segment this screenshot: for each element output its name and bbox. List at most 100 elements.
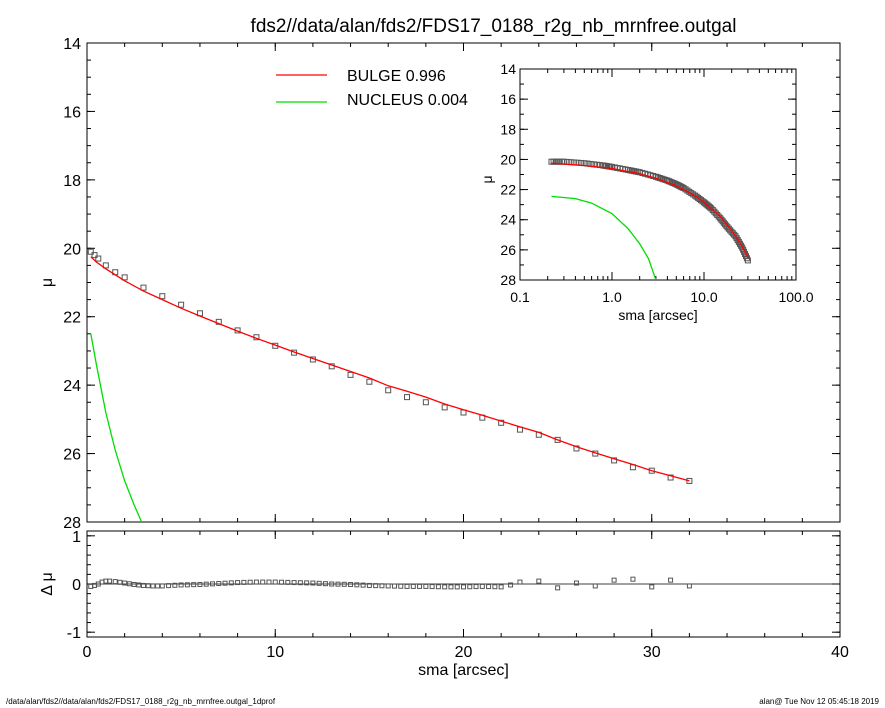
residual-y-tick-label: 1 [72, 529, 81, 546]
residual-point [536, 578, 542, 584]
residual-point [222, 580, 228, 586]
residual-y-axis-label: Δ μ [39, 572, 56, 595]
main-data-point [178, 301, 185, 308]
residual-y-tick-label: 0 [72, 577, 81, 594]
inset-y-axis-label: μ [479, 175, 495, 183]
residual-point [398, 583, 404, 589]
residual-point [592, 583, 598, 589]
x-tick-label: 20 [455, 644, 473, 661]
residual-point [184, 582, 190, 588]
residual-point [297, 580, 303, 586]
residual-point [335, 581, 341, 587]
residual-point [136, 582, 142, 588]
main-y-axis-label: μ [39, 278, 56, 287]
residual-point [266, 579, 272, 585]
residual-point [107, 578, 113, 584]
residual-point [435, 584, 441, 590]
residual-point [155, 583, 161, 589]
main-y-tick-label: 28 [63, 515, 81, 532]
main-y-tick-label: 24 [63, 378, 81, 395]
residual-point [429, 584, 435, 590]
residual-point [117, 579, 123, 585]
main-data-point [611, 457, 618, 464]
residual-point [291, 580, 297, 586]
residual-point [210, 581, 215, 587]
residual-point [467, 584, 473, 590]
residual-point [454, 584, 460, 590]
inset-data-point [658, 175, 665, 182]
inset-y-tick-label: 14 [500, 61, 516, 77]
residual-point [492, 584, 498, 590]
main-data-point [95, 255, 102, 262]
inset-nucleus-line [551, 195, 657, 280]
residual-point [379, 583, 385, 589]
residual-point [122, 580, 128, 586]
residual-point [131, 581, 137, 587]
main-data-point [498, 419, 505, 426]
residual-point [197, 581, 203, 587]
inset-y-tick-label: 16 [500, 91, 516, 107]
residual-point [310, 580, 316, 586]
x-tick-label: 10 [266, 644, 284, 661]
residual-point [348, 581, 354, 587]
inset-x-tick-label: 0.1 [510, 289, 530, 305]
residual-point [385, 583, 391, 589]
inset-x-axis-label: sma [arcsec] [618, 307, 697, 323]
inset-bulge-line [551, 162, 749, 258]
main-data-point [102, 262, 109, 269]
residual-point [461, 584, 466, 590]
residual-point [272, 579, 278, 585]
residual-point [448, 584, 454, 590]
residual-point [417, 583, 423, 589]
residual-point [479, 583, 485, 589]
main-data-point [91, 252, 98, 259]
residual-point [172, 582, 178, 588]
residual-point [668, 577, 674, 583]
residual-point [404, 583, 410, 589]
residual-point [322, 581, 328, 587]
residual-point [649, 584, 655, 590]
main-data-point [573, 445, 580, 452]
main-data-point [121, 274, 128, 281]
inset-y-tick-label: 28 [500, 272, 516, 288]
main-nucleus-line [90, 333, 143, 522]
inset-data-point [654, 174, 661, 181]
residual-point [486, 584, 492, 590]
main-data-point [686, 477, 693, 484]
inset-y-tick-label: 22 [500, 182, 516, 198]
residual-point [354, 582, 360, 588]
main-data-point [404, 394, 411, 401]
residual-point [247, 579, 253, 585]
residual-point [366, 582, 372, 588]
main-data-point [648, 467, 655, 474]
main-y-tick-label: 18 [63, 173, 81, 190]
residual-point [508, 582, 514, 588]
residual-point [203, 581, 209, 587]
residual-point [630, 576, 636, 582]
main-data-point [87, 248, 94, 255]
main-y-tick-label: 16 [63, 104, 81, 121]
main-data-point [215, 318, 222, 325]
residual-point [555, 585, 561, 591]
residual-point [150, 583, 156, 589]
residual-point [573, 580, 579, 586]
x-tick-label: 40 [831, 644, 849, 661]
residual-point [253, 579, 259, 585]
residual-point [285, 579, 291, 585]
residual-point [686, 583, 692, 589]
residual-point [373, 583, 379, 589]
main-data-point [140, 284, 147, 291]
footer-file-path: /data/alan/fds2//data/alan/fds2/FDS17_01… [6, 697, 276, 706]
legend-label-bulge: BULGE 0.996 [347, 68, 446, 85]
footer-timestamp: alan@ Tue Nov 12 05:45:18 2019 [759, 697, 879, 706]
inset-x-tick-label: 1.0 [602, 289, 622, 305]
residual-point [316, 580, 322, 586]
x-tick-label: 0 [83, 644, 92, 661]
residual-point [178, 582, 184, 588]
inset-y-tick-label: 18 [500, 121, 516, 137]
residual-point [611, 577, 617, 583]
main-data-point [159, 293, 166, 300]
residual-point [304, 580, 310, 586]
main-y-tick-label: 20 [63, 241, 81, 258]
